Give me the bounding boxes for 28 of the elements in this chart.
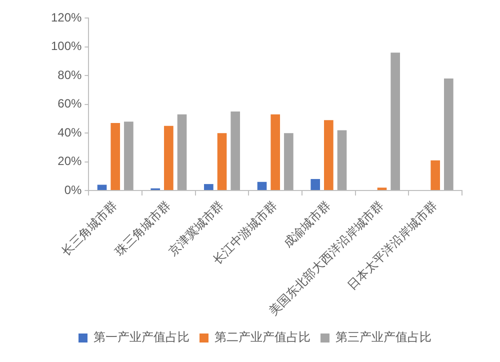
y-tick-label: 60% <box>58 96 82 111</box>
bar <box>217 133 227 190</box>
bar <box>337 130 347 190</box>
bar <box>97 184 107 190</box>
bar <box>324 120 334 190</box>
bar <box>390 52 400 190</box>
y-tick-label: 0% <box>64 182 82 197</box>
bar <box>310 179 320 190</box>
bar <box>164 126 174 190</box>
legend-label: 第一产业产值占比 <box>94 330 190 344</box>
legend-label: 第二产业产值占比 <box>214 330 310 344</box>
y-tick-label: 100% <box>50 39 82 54</box>
bar <box>177 114 187 190</box>
bar <box>204 184 214 190</box>
legend-label: 第三产业产值占比 <box>336 330 432 344</box>
bar <box>444 78 454 190</box>
bar <box>110 123 120 190</box>
bar <box>430 160 440 190</box>
bar <box>230 112 240 190</box>
bar <box>284 133 294 190</box>
y-tick-label: 80% <box>58 68 82 82</box>
bar <box>124 122 134 190</box>
bar <box>377 188 387 190</box>
y-tick-label: 40% <box>58 125 82 140</box>
bar <box>257 182 267 190</box>
y-tick-label: 20% <box>58 154 82 168</box>
y-tick-label: 120% <box>50 10 82 25</box>
bar <box>270 114 280 190</box>
